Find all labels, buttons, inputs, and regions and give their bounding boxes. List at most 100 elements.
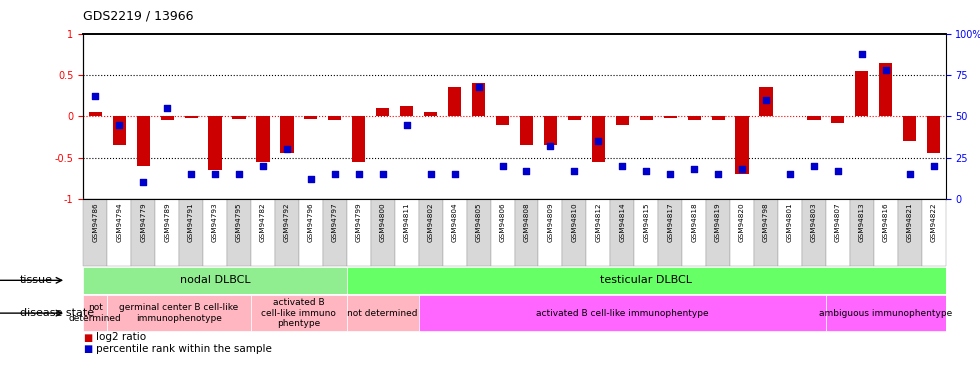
Point: [447, 171, 463, 177]
Point: [351, 171, 367, 177]
Text: disease state: disease state: [20, 308, 94, 318]
Text: GSM94794: GSM94794: [117, 202, 122, 242]
Bar: [520, 116, 533, 145]
Bar: [754, 199, 778, 266]
Text: GSM94792: GSM94792: [284, 202, 290, 242]
Bar: [107, 295, 251, 331]
Bar: [826, 295, 946, 331]
Point: [734, 166, 750, 172]
Text: testicular DLBCL: testicular DLBCL: [601, 275, 692, 285]
Point: [926, 163, 942, 169]
Bar: [682, 199, 707, 266]
Bar: [904, 116, 916, 141]
Bar: [209, 116, 221, 170]
Bar: [563, 199, 586, 266]
Bar: [400, 106, 414, 116]
Point: [854, 51, 869, 57]
Bar: [707, 199, 730, 266]
Text: GSM94786: GSM94786: [92, 202, 98, 242]
Text: ■: ■: [83, 344, 92, 354]
Text: GSM94815: GSM94815: [643, 202, 650, 242]
Bar: [328, 116, 341, 120]
Point: [327, 171, 343, 177]
Text: GSM94806: GSM94806: [500, 202, 506, 242]
Text: GSM94818: GSM94818: [691, 202, 697, 242]
Point: [135, 179, 151, 185]
Bar: [760, 87, 772, 116]
Point: [710, 171, 726, 177]
Point: [207, 171, 222, 177]
Point: [303, 176, 318, 182]
Text: ■: ■: [83, 333, 92, 342]
Bar: [730, 199, 754, 266]
Text: GSM94817: GSM94817: [667, 202, 673, 242]
Text: GSM94812: GSM94812: [595, 202, 602, 242]
Text: GSM94821: GSM94821: [906, 202, 912, 242]
Point: [231, 171, 247, 177]
Bar: [874, 199, 898, 266]
Text: GSM94800: GSM94800: [379, 202, 386, 242]
Text: GSM94782: GSM94782: [260, 202, 266, 242]
Bar: [850, 199, 874, 266]
Text: GDS2219 / 13966: GDS2219 / 13966: [83, 9, 194, 22]
Text: GSM94809: GSM94809: [548, 202, 554, 242]
Bar: [927, 116, 940, 153]
Point: [807, 163, 822, 169]
Bar: [640, 116, 653, 120]
Bar: [659, 199, 682, 266]
Bar: [304, 116, 318, 119]
Bar: [83, 199, 107, 266]
Point: [375, 171, 391, 177]
Text: GSM94797: GSM94797: [332, 202, 338, 242]
Bar: [922, 199, 946, 266]
Bar: [611, 199, 634, 266]
Text: GSM94808: GSM94808: [523, 202, 529, 242]
Text: GSM94795: GSM94795: [236, 202, 242, 242]
Bar: [688, 116, 701, 120]
Text: GSM94802: GSM94802: [427, 202, 434, 242]
Bar: [491, 199, 514, 266]
Text: GSM94807: GSM94807: [835, 202, 841, 242]
Point: [614, 163, 630, 169]
Point: [830, 168, 846, 174]
Bar: [107, 199, 131, 266]
Text: not determined: not determined: [348, 309, 418, 318]
Bar: [831, 116, 845, 123]
Text: activated B
cell-like immuno
phentype: activated B cell-like immuno phentype: [262, 298, 336, 328]
Text: GSM94822: GSM94822: [931, 202, 937, 242]
Bar: [83, 295, 107, 331]
Text: percentile rank within the sample: percentile rank within the sample: [96, 344, 271, 354]
Bar: [735, 116, 749, 174]
Text: GSM94801: GSM94801: [787, 202, 793, 242]
Bar: [424, 112, 437, 116]
Bar: [634, 199, 659, 266]
Bar: [418, 295, 826, 331]
Text: GSM94803: GSM94803: [810, 202, 817, 242]
Point: [638, 168, 654, 174]
Bar: [113, 116, 125, 145]
Text: germinal center B cell-like
immunophenotype: germinal center B cell-like immunophenot…: [120, 303, 239, 323]
Point: [279, 146, 295, 152]
Bar: [257, 116, 270, 162]
Bar: [586, 199, 611, 266]
Bar: [136, 116, 150, 166]
Point: [399, 122, 415, 128]
Point: [782, 171, 798, 177]
Bar: [203, 199, 227, 266]
Bar: [856, 71, 868, 116]
Text: nodal DLBCL: nodal DLBCL: [179, 275, 250, 285]
Bar: [88, 112, 102, 116]
Bar: [347, 199, 370, 266]
Bar: [347, 267, 946, 294]
Text: GSM94820: GSM94820: [739, 202, 745, 242]
Text: GSM94793: GSM94793: [212, 202, 219, 242]
Bar: [395, 199, 418, 266]
Bar: [179, 199, 203, 266]
Bar: [251, 295, 347, 331]
Bar: [155, 199, 179, 266]
Bar: [418, 199, 443, 266]
Bar: [879, 63, 893, 116]
Text: GSM94819: GSM94819: [715, 202, 721, 242]
Point: [543, 143, 559, 149]
Text: GSM94799: GSM94799: [356, 202, 362, 242]
